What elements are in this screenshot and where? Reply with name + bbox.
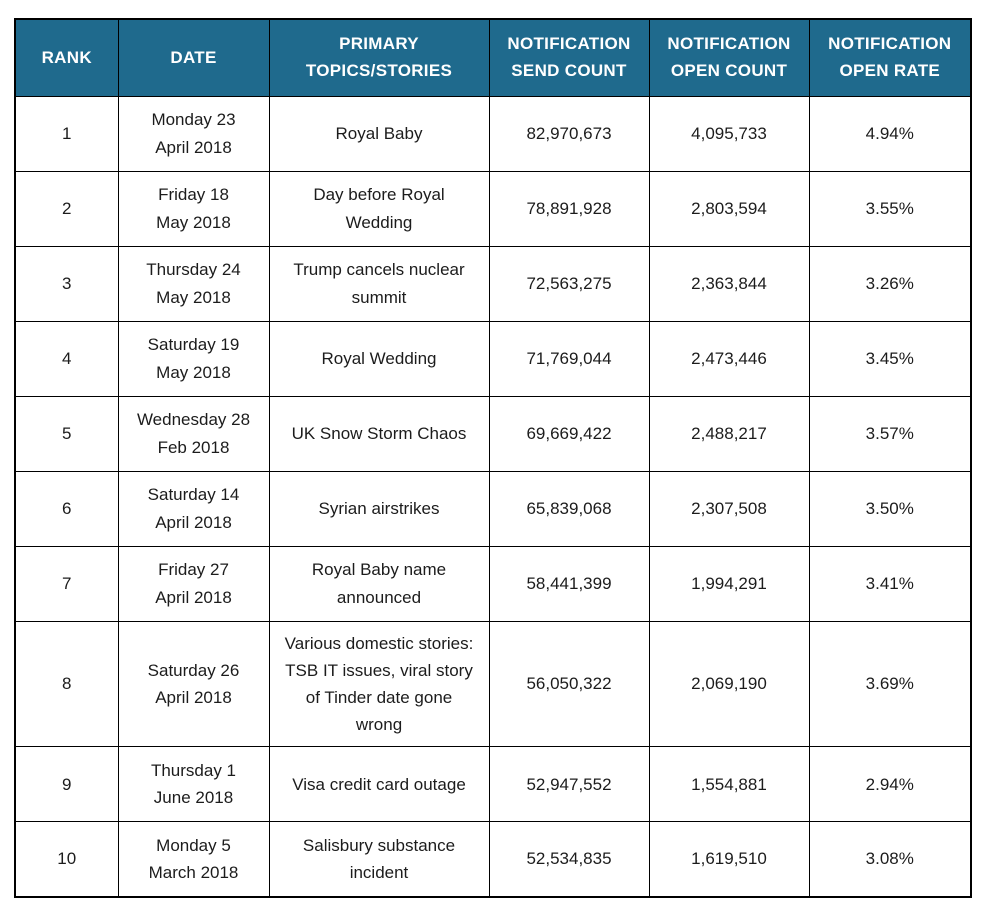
topic-cell: Royal Wedding (268, 320, 490, 397)
send-count-cell: 82,970,673 (488, 95, 650, 172)
open-count-cell: 2,069,190 (648, 620, 810, 748)
table-row: 6 Saturday 14 April 2018 Syrian airstrik… (14, 470, 972, 547)
open-rate-cell: 3.69% (808, 620, 972, 748)
rank-cell: 1 (14, 95, 119, 172)
open-count-cell: 2,488,217 (648, 395, 810, 472)
open-count-cell: 1,619,510 (648, 821, 810, 898)
table-row: 3 Thursday 24 May 2018 Trump cancels nuc… (14, 245, 972, 322)
table-row: 4 Saturday 19 May 2018 Royal Wedding 71,… (14, 320, 972, 397)
column-header-open-count: NOTIFICATION OPEN COUNT (648, 18, 810, 97)
column-header-rank: RANK (14, 18, 119, 97)
open-rate-cell: 2.94% (808, 746, 972, 823)
open-count-cell: 4,095,733 (648, 95, 810, 172)
rank-cell: 3 (14, 245, 119, 322)
rank-cell: 2 (14, 170, 119, 247)
send-count-cell: 56,050,322 (488, 620, 650, 748)
rank-cell: 8 (14, 620, 119, 748)
topic-cell: Visa credit card outage (268, 746, 490, 823)
send-count-cell: 58,441,399 (488, 545, 650, 622)
send-count-cell: 69,669,422 (488, 395, 650, 472)
open-rate-cell: 3.50% (808, 470, 972, 547)
column-header-date: DATE (117, 18, 270, 97)
open-count-cell: 2,307,508 (648, 470, 810, 547)
column-header-send-count: NOTIFICATION SEND COUNT (488, 18, 650, 97)
topic-cell: Royal Baby name announced (268, 545, 490, 622)
date-cell: Friday 27 April 2018 (117, 545, 270, 622)
table-row: 9 Thursday 1 June 2018 Visa credit card … (14, 746, 972, 823)
send-count-cell: 52,947,552 (488, 746, 650, 823)
send-count-cell: 52,534,835 (488, 821, 650, 898)
send-count-cell: 71,769,044 (488, 320, 650, 397)
rank-cell: 5 (14, 395, 119, 472)
table-row: 1 Monday 23 April 2018 Royal Baby 82,970… (14, 95, 972, 172)
date-cell: Saturday 14 April 2018 (117, 470, 270, 547)
open-count-cell: 1,554,881 (648, 746, 810, 823)
open-rate-cell: 4.94% (808, 95, 972, 172)
date-cell: Monday 5 March 2018 (117, 821, 270, 898)
open-count-cell: 1,994,291 (648, 545, 810, 622)
table-header: RANK DATE PRIMARY TOPICS/STORIES NOTIFIC… (14, 18, 972, 97)
open-rate-cell: 3.57% (808, 395, 972, 472)
rank-cell: 9 (14, 746, 119, 823)
table-row: 10 Monday 5 March 2018 Salisbury substan… (14, 821, 972, 898)
open-rate-cell: 3.55% (808, 170, 972, 247)
table-row: 7 Friday 27 April 2018 Royal Baby name a… (14, 545, 972, 622)
topic-cell: Day before Royal Wedding (268, 170, 490, 247)
date-cell: Saturday 19 May 2018 (117, 320, 270, 397)
table-row: 2 Friday 18 May 2018 Day before Royal We… (14, 170, 972, 247)
date-cell: Thursday 24 May 2018 (117, 245, 270, 322)
date-cell: Thursday 1 June 2018 (117, 746, 270, 823)
rank-cell: 4 (14, 320, 119, 397)
send-count-cell: 65,839,068 (488, 470, 650, 547)
topic-cell: Salisbury substance incident (268, 821, 490, 898)
table-header-row: RANK DATE PRIMARY TOPICS/STORIES NOTIFIC… (14, 18, 972, 97)
send-count-cell: 72,563,275 (488, 245, 650, 322)
topic-cell: Syrian airstrikes (268, 470, 490, 547)
topic-cell: Royal Baby (268, 95, 490, 172)
open-count-cell: 2,803,594 (648, 170, 810, 247)
send-count-cell: 78,891,928 (488, 170, 650, 247)
notification-stats-table-container: RANK DATE PRIMARY TOPICS/STORIES NOTIFIC… (14, 18, 972, 898)
table-body: 1 Monday 23 April 2018 Royal Baby 82,970… (14, 95, 972, 898)
open-rate-cell: 3.45% (808, 320, 972, 397)
open-rate-cell: 3.08% (808, 821, 972, 898)
rank-cell: 6 (14, 470, 119, 547)
open-count-cell: 2,363,844 (648, 245, 810, 322)
date-cell: Friday 18 May 2018 (117, 170, 270, 247)
notification-stats-table: RANK DATE PRIMARY TOPICS/STORIES NOTIFIC… (14, 18, 972, 898)
date-cell: Saturday 26 April 2018 (117, 620, 270, 748)
rank-cell: 10 (14, 821, 119, 898)
table-row: 8 Saturday 26 April 2018 Various domesti… (14, 620, 972, 748)
topic-cell: UK Snow Storm Chaos (268, 395, 490, 472)
open-rate-cell: 3.41% (808, 545, 972, 622)
open-rate-cell: 3.26% (808, 245, 972, 322)
table-row: 5 Wednesday 28 Feb 2018 UK Snow Storm Ch… (14, 395, 972, 472)
date-cell: Wednesday 28 Feb 2018 (117, 395, 270, 472)
topic-cell: Trump cancels nuclear summit (268, 245, 490, 322)
rank-cell: 7 (14, 545, 119, 622)
date-cell: Monday 23 April 2018 (117, 95, 270, 172)
topic-cell: Various domestic stories: TSB IT issues,… (268, 620, 490, 748)
open-count-cell: 2,473,446 (648, 320, 810, 397)
column-header-primary-topics: PRIMARY TOPICS/STORIES (268, 18, 490, 97)
column-header-open-rate: NOTIFICATION OPEN RATE (808, 18, 972, 97)
